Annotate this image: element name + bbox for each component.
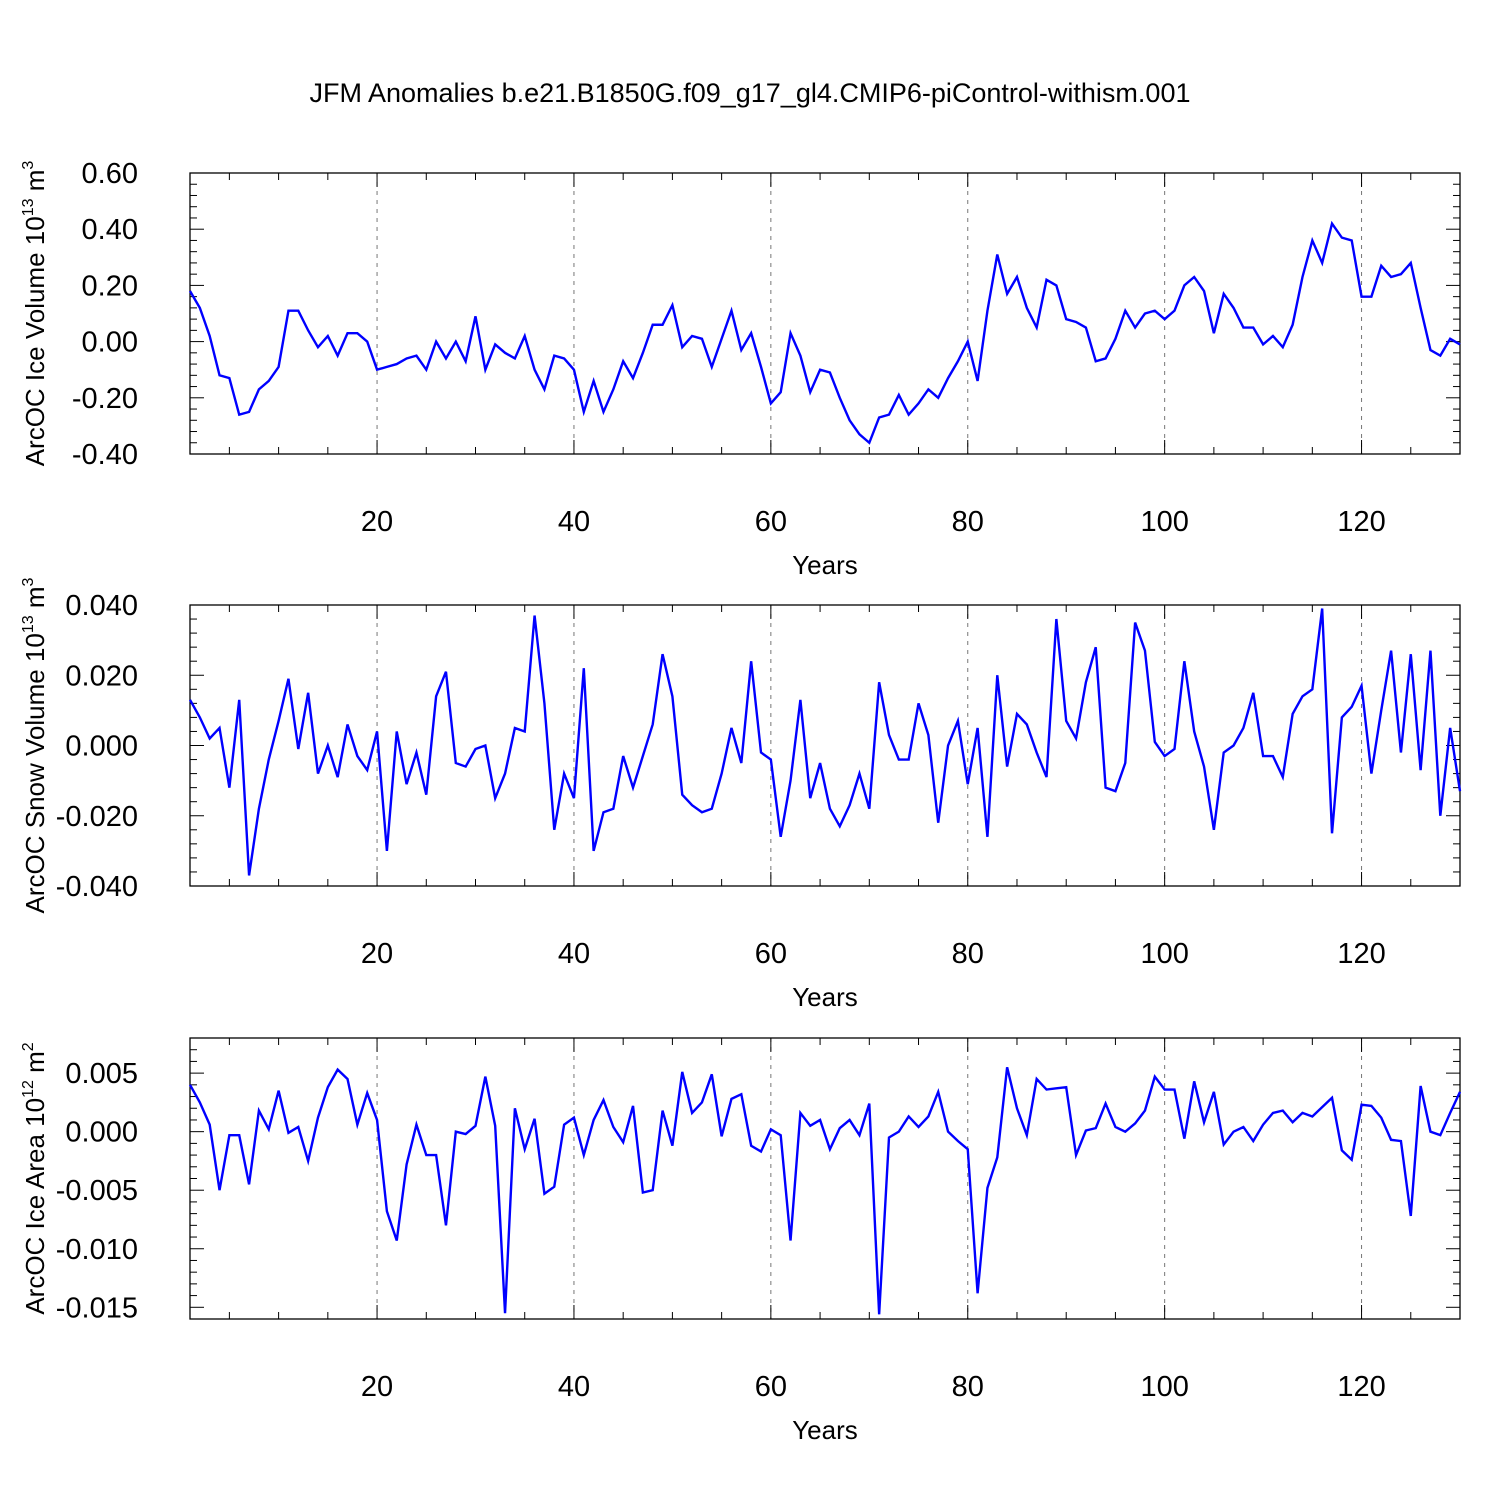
plot-frame xyxy=(189,172,1461,455)
series-line-1 xyxy=(188,608,1462,876)
x-tick-label: 80 xyxy=(952,1371,984,1403)
x-tick-label: 20 xyxy=(361,506,393,538)
chart-panel-1: -0.40 -0.20 0.00 0.20 0.40 0.60 20 40 60 80 100 120… xyxy=(20,158,1461,580)
x-tick-label: 20 xyxy=(361,938,393,970)
y-tick-label: 0.040 xyxy=(65,590,138,622)
y-axis-title: ArcOC Snow Volume 1013 m3 xyxy=(20,577,50,913)
x-tick-label: 40 xyxy=(558,938,590,970)
x-tick-label: 100 xyxy=(1140,1371,1188,1403)
x-tick-label: 40 xyxy=(558,1371,590,1403)
y-tick-label: 0.20 xyxy=(82,270,138,302)
chart-panel-2: -0.040 -0.020 0.000 0.020 0.040 20 40 60 80 100 12… xyxy=(20,577,1462,1012)
y-tick-label: 0.020 xyxy=(65,660,138,692)
y-tick-label: -0.010 xyxy=(56,1234,138,1266)
y-axis-title: ArcOC Ice Volume 1013 m3 xyxy=(20,161,50,467)
y-tick-label: 0.60 xyxy=(82,158,138,190)
y-axis-title: ArcOC Ice Area 1012 m2 xyxy=(20,1042,50,1314)
y-tick-label: 0.000 xyxy=(65,731,138,763)
y-tick-label: 0.00 xyxy=(82,327,138,359)
x-tick-label: 60 xyxy=(755,1371,787,1403)
chart-title: JFM Anomalies b.e21.B1850G.f09_g17_gl4.C… xyxy=(309,78,1191,108)
y-tick-label: -0.020 xyxy=(56,801,138,833)
x-tick-label: 20 xyxy=(361,1371,393,1403)
x-tick-label: 120 xyxy=(1337,1371,1385,1403)
y-tick-label: -0.20 xyxy=(72,383,138,415)
series-line-1 xyxy=(188,220,1461,445)
x-tick-label: 100 xyxy=(1140,938,1188,970)
x-tick-label: 60 xyxy=(755,938,787,970)
chart-panel-3: -0.015 -0.010 -0.005 0.000 0.005 20 40 60 80 100 1… xyxy=(20,1037,1462,1445)
x-tick-label: 100 xyxy=(1140,506,1188,538)
x-tick-label: 80 xyxy=(952,506,984,538)
x-axis-title: Years xyxy=(792,1415,858,1445)
x-tick-label: 80 xyxy=(952,938,984,970)
y-tick-label: -0.005 xyxy=(56,1175,138,1207)
x-tick-label: 60 xyxy=(755,506,787,538)
y-tick-label: -0.040 xyxy=(56,871,138,903)
plot-frame xyxy=(189,1037,1461,1320)
x-tick-label: 120 xyxy=(1337,506,1385,538)
x-tick-label: 120 xyxy=(1337,938,1385,970)
x-tick-label: 40 xyxy=(558,506,590,538)
series-line-1 xyxy=(188,1066,1462,1315)
y-tick-label: -0.40 xyxy=(72,439,138,471)
x-axis-title: Years xyxy=(792,982,858,1012)
y-tick-label: -0.015 xyxy=(56,1292,138,1324)
y-tick-label: 0.40 xyxy=(82,214,138,246)
y-tick-label: 0.005 xyxy=(65,1058,138,1090)
x-axis-title: Years xyxy=(792,550,858,580)
y-tick-label: 0.000 xyxy=(65,1117,138,1149)
plot-frame xyxy=(189,604,1461,887)
